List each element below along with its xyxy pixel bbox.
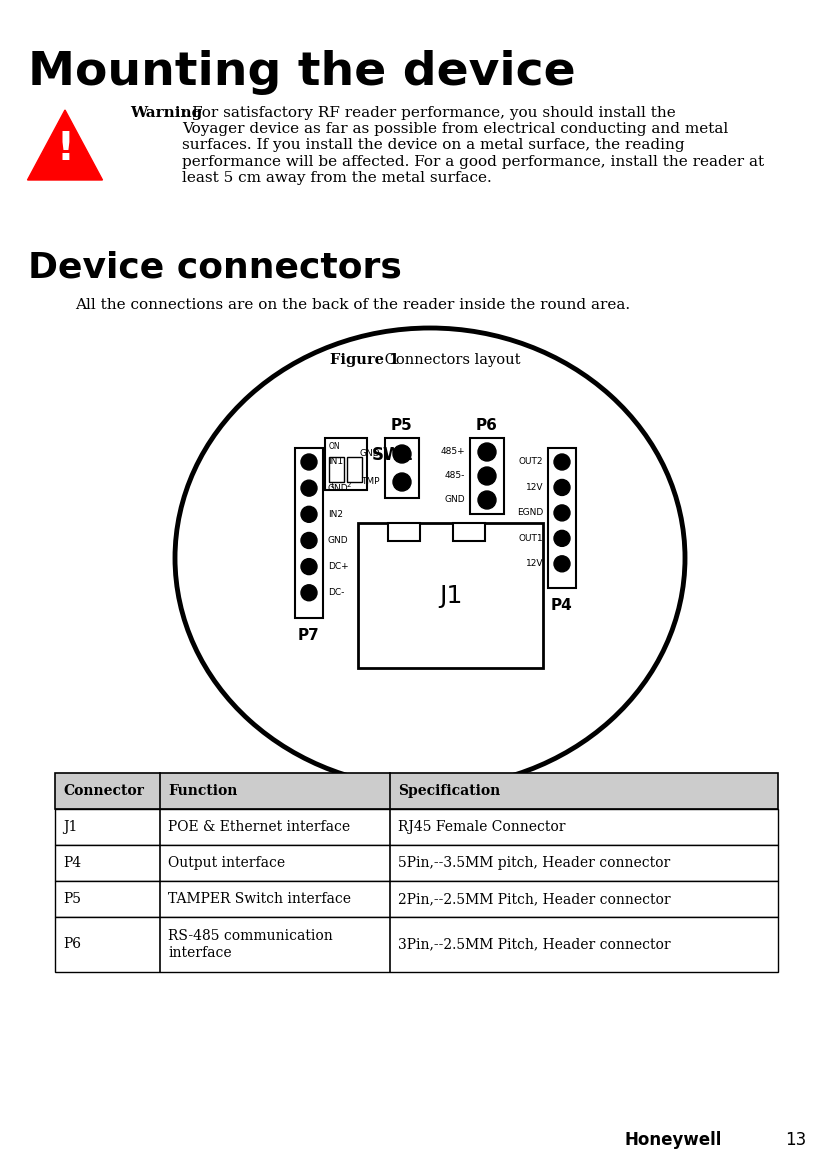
Circle shape (301, 506, 317, 522)
Text: EGND: EGND (517, 508, 543, 517)
Text: OUT1: OUT1 (518, 534, 543, 543)
Text: GND: GND (328, 536, 349, 545)
Bar (325, 438, 367, 491)
Bar (55, 917, 778, 972)
Text: 12V: 12V (526, 482, 543, 492)
Text: 5Pin,--3.5MM pitch, Header connector: 5Pin,--3.5MM pitch, Header connector (398, 856, 670, 870)
Text: 13: 13 (785, 1131, 807, 1149)
Text: : For satisfactory RF reader performance, you should install the
Voyager device : : For satisfactory RF reader performance… (182, 106, 764, 185)
Text: P5: P5 (63, 892, 81, 906)
Bar (55, 844, 778, 881)
Text: Figure 1: Figure 1 (330, 353, 399, 367)
Text: Connector: Connector (63, 784, 144, 798)
Text: GND: GND (360, 450, 380, 459)
Text: GND: GND (328, 484, 349, 493)
Text: RS-485 communication
interface: RS-485 communication interface (168, 930, 332, 960)
Bar (347, 457, 362, 482)
Text: P6: P6 (63, 938, 81, 952)
Text: IN2: IN2 (328, 509, 343, 519)
Text: 1: 1 (329, 482, 333, 488)
Text: 2: 2 (347, 482, 351, 488)
Text: 2Pin,--2.5MM Pitch, Header connector: 2Pin,--2.5MM Pitch, Header connector (398, 892, 671, 906)
Text: P5: P5 (391, 418, 413, 433)
Bar (358, 523, 543, 668)
Text: IN1: IN1 (328, 458, 343, 466)
Text: !: ! (56, 130, 74, 167)
Text: 485+: 485+ (440, 447, 465, 457)
Circle shape (554, 505, 570, 521)
Polygon shape (27, 110, 103, 180)
Circle shape (478, 467, 496, 485)
Text: TAMPER Switch interface: TAMPER Switch interface (168, 892, 351, 906)
Text: OUT2: OUT2 (518, 458, 543, 466)
Text: Warning: Warning (130, 106, 202, 120)
Circle shape (301, 533, 317, 549)
Text: Honeywell: Honeywell (625, 1131, 723, 1149)
Text: TMP: TMP (361, 478, 380, 487)
Bar (55, 881, 778, 917)
Text: P6: P6 (476, 418, 498, 433)
Text: RJ45 Female Connector: RJ45 Female Connector (398, 820, 565, 834)
Bar (453, 523, 485, 541)
Text: P4: P4 (63, 856, 81, 870)
Text: DC+: DC+ (328, 562, 349, 571)
Text: P7: P7 (298, 628, 320, 644)
Circle shape (301, 558, 317, 575)
Circle shape (301, 454, 317, 470)
Text: POE & Ethernet interface: POE & Ethernet interface (168, 820, 350, 834)
Text: J1: J1 (439, 584, 463, 607)
Circle shape (478, 491, 496, 509)
Text: Connectors layout: Connectors layout (380, 353, 520, 367)
Text: 3Pin,--2.5MM Pitch, Header connector: 3Pin,--2.5MM Pitch, Header connector (398, 938, 671, 952)
Text: All the connections are on the back of the reader inside the round area.: All the connections are on the back of t… (75, 298, 630, 312)
Bar (55, 809, 778, 844)
Circle shape (554, 479, 570, 495)
Bar (295, 449, 323, 618)
Text: GND: GND (444, 495, 465, 505)
Text: 485-: 485- (444, 472, 465, 480)
Ellipse shape (175, 328, 685, 788)
Text: 12V: 12V (526, 559, 543, 569)
Bar (548, 449, 576, 588)
Bar (388, 523, 420, 541)
Text: Function: Function (168, 784, 237, 798)
Text: Device connectors: Device connectors (28, 250, 402, 284)
Circle shape (301, 480, 317, 496)
Bar (329, 457, 344, 482)
Bar (55, 773, 778, 809)
Text: DC-: DC- (328, 589, 344, 597)
Text: SW1: SW1 (372, 446, 414, 464)
Circle shape (554, 530, 570, 547)
Text: Output interface: Output interface (168, 856, 285, 870)
Circle shape (554, 454, 570, 470)
Circle shape (393, 445, 411, 463)
Circle shape (393, 473, 411, 491)
Bar (385, 438, 419, 498)
Text: ON: ON (329, 442, 341, 451)
Circle shape (301, 585, 317, 600)
Text: J1: J1 (63, 820, 77, 834)
Circle shape (554, 556, 570, 572)
Circle shape (478, 443, 496, 461)
Text: P4: P4 (551, 598, 573, 613)
Bar (470, 438, 504, 514)
Text: Specification: Specification (398, 784, 500, 798)
Text: Mounting the device: Mounting the device (28, 50, 575, 95)
